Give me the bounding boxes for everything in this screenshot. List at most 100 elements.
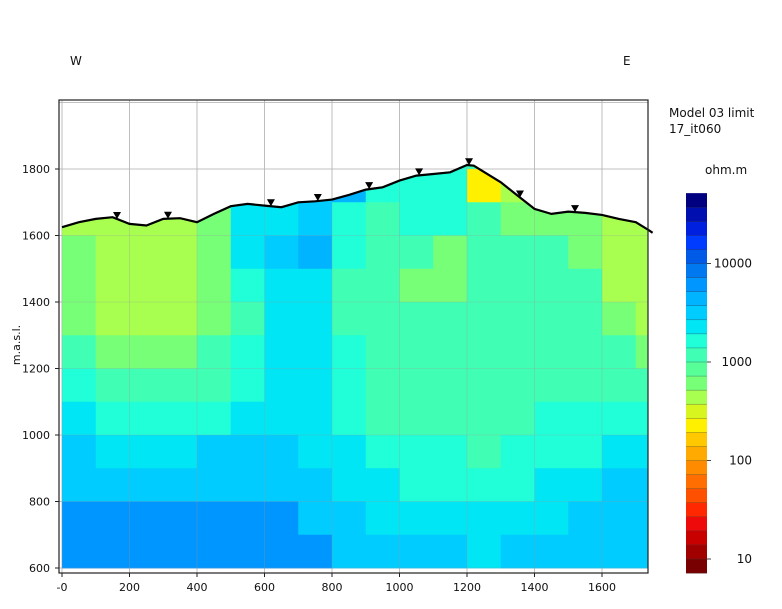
electrode-marker-icon [365, 182, 374, 190]
heatmap-cell [129, 268, 164, 303]
heatmap-cell [163, 335, 198, 369]
heatmap-cell [197, 165, 232, 170]
heatmap-cell [500, 165, 535, 170]
heatmap-cell [467, 302, 502, 336]
heatmap-cell [129, 368, 164, 403]
x-tick-label: -0 [57, 581, 68, 594]
colorbar-tick-label: 1000 [721, 355, 752, 369]
heatmap-cell [95, 335, 130, 369]
heatmap-cell [635, 165, 649, 170]
heatmap-cell [163, 501, 198, 536]
heatmap-cell [433, 368, 468, 403]
x-tick-label: 600 [254, 581, 275, 594]
heatmap-cell [399, 501, 434, 536]
heatmap-cell [467, 501, 502, 536]
heatmap-cell [500, 501, 535, 536]
heatmap-cell [399, 401, 434, 436]
heatmap-cell [433, 302, 468, 336]
heatmap-cell [197, 534, 232, 569]
heatmap-cell [264, 401, 299, 436]
heatmap-cell [264, 468, 299, 502]
heatmap-cell [95, 468, 130, 502]
colorbar-band [686, 390, 707, 405]
heatmap-cell [197, 169, 232, 203]
heatmap-cell [197, 235, 232, 270]
heatmap-cell [635, 268, 649, 303]
heatmap-cell [129, 169, 164, 203]
heatmap-cell [602, 435, 637, 469]
heatmap-cell [467, 435, 502, 469]
colorbar-band [686, 305, 707, 321]
heatmap-cell [602, 302, 637, 336]
heatmap-cell [298, 268, 333, 303]
heatmap-cell [129, 534, 164, 569]
heatmap-cell [534, 202, 569, 236]
colorbar-band [686, 193, 707, 208]
x-tick-label: 1600 [588, 581, 616, 594]
heatmap-cell [197, 435, 232, 469]
electrode-marker-icon [313, 193, 322, 201]
heatmap-cell [163, 368, 198, 403]
heatmap-cell [95, 169, 130, 203]
heatmap-cell [433, 165, 468, 170]
y-axis: 600 800 1000 1200 1400 1600 1800 [22, 163, 59, 575]
heatmap-cell [365, 368, 400, 403]
heatmap-cell [197, 335, 232, 369]
heatmap-cell [433, 534, 468, 569]
y-tick-label: 1800 [22, 163, 50, 176]
heatmap-cell [197, 368, 232, 403]
heatmap-cell [332, 468, 367, 502]
plot-frame [58, 99, 649, 574]
legend-unit: ohm.m [705, 163, 747, 177]
heatmap-cell [467, 165, 502, 170]
heatmap-cell [467, 401, 502, 436]
heatmap-cell [467, 368, 502, 403]
heatmap-cell [129, 202, 164, 236]
heatmap-cell [433, 268, 468, 303]
heatmap-cell [163, 435, 198, 469]
heatmap-cell [534, 468, 569, 502]
colorbar-band [686, 474, 707, 489]
heatmap-cell [129, 302, 164, 336]
heatmap-cell [365, 401, 400, 436]
heatmap-cell [399, 302, 434, 336]
heatmap-cell [62, 435, 97, 469]
heatmap-cell [433, 235, 468, 270]
heatmap-cell [433, 468, 468, 502]
heatmap-cell [500, 235, 535, 270]
heatmap-cell [500, 368, 535, 403]
heatmap-cell [264, 268, 299, 303]
heatmap-cell [534, 435, 569, 469]
y-tick-label: 600 [29, 562, 50, 575]
heatmap-cell [602, 235, 637, 270]
heatmap-cell [500, 435, 535, 469]
heatmap-cell [95, 368, 130, 403]
heatmap-cell [467, 268, 502, 303]
heatmap-cell [635, 302, 649, 336]
heatmap-cell [230, 268, 265, 303]
heatmap-cell [230, 235, 265, 270]
heatmap-cell [568, 165, 603, 170]
heatmap-cell [500, 534, 535, 569]
heatmap-cell [500, 468, 535, 502]
heatmap-cell [534, 169, 569, 203]
heatmap-cell [332, 501, 367, 536]
heatmap-cell [568, 368, 603, 403]
heatmap-cell [332, 165, 367, 170]
heatmap-cell [95, 302, 130, 336]
colorbar-band [686, 446, 707, 461]
heatmap-cell [264, 165, 299, 170]
heatmap-cell [568, 501, 603, 536]
heatmap-cell [635, 169, 649, 203]
heatmap-cell [534, 165, 569, 170]
heatmap-cell [433, 169, 468, 203]
heatmap-cell [467, 468, 502, 502]
heatmap-cell [467, 235, 502, 270]
heatmap-cell [62, 501, 97, 536]
heatmap-cell [568, 435, 603, 469]
heatmap-cell [399, 435, 434, 469]
heatmap-cell [230, 401, 265, 436]
heatmap-cell [534, 335, 569, 369]
heatmap-cell [298, 534, 333, 569]
heatmap-cell [332, 268, 367, 303]
